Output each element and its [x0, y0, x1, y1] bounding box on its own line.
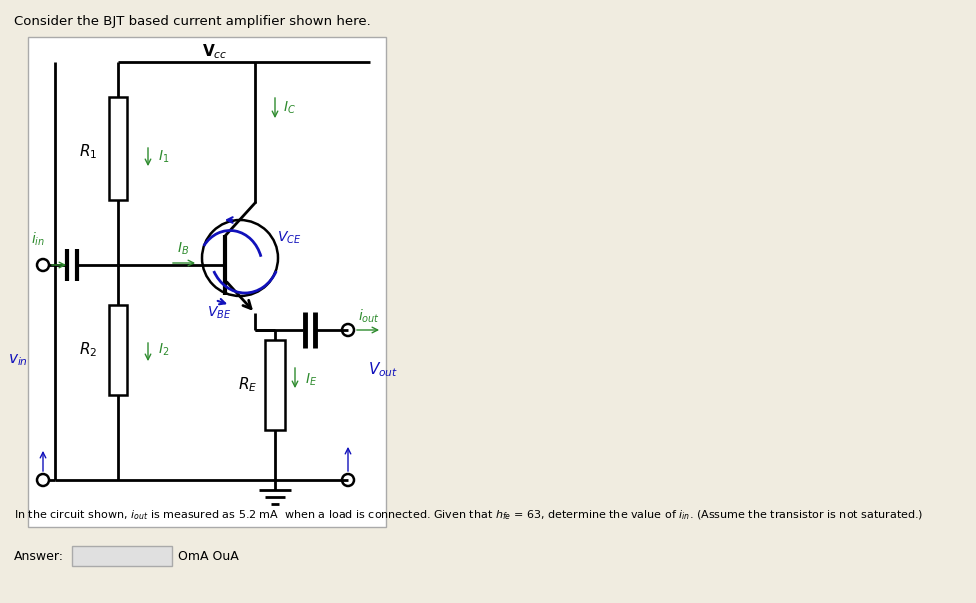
Text: $I_1$: $I_1$ — [158, 149, 170, 165]
Bar — [265, 340, 285, 430]
Text: $v_{in}$: $v_{in}$ — [8, 352, 28, 368]
Text: $R_2$: $R_2$ — [79, 341, 98, 359]
Bar — [72, 546, 172, 566]
Bar — [109, 97, 127, 200]
Text: $R_E$: $R_E$ — [238, 376, 258, 394]
Bar — [109, 305, 127, 395]
Text: $i_{in}$: $i_{in}$ — [31, 230, 45, 248]
Text: $\mathbf{V}_{cc}$: $\mathbf{V}_{cc}$ — [202, 43, 227, 62]
Text: OmA OuA: OmA OuA — [178, 549, 239, 563]
Text: $I_B$: $I_B$ — [177, 241, 189, 257]
Text: In the circuit shown, $i_{out}$ is measured as 5.2 mA  when a load is connected.: In the circuit shown, $i_{out}$ is measu… — [14, 508, 923, 522]
Text: $V_{out}$: $V_{out}$ — [368, 361, 398, 379]
Text: $I_C$: $I_C$ — [283, 100, 296, 116]
Text: $I_2$: $I_2$ — [158, 342, 169, 358]
Text: Consider the BJT based current amplifier shown here.: Consider the BJT based current amplifier… — [14, 16, 371, 28]
Text: $V_{BE}$: $V_{BE}$ — [207, 305, 231, 321]
Text: $V_{CE}$: $V_{CE}$ — [277, 230, 302, 246]
Bar — [28, 37, 386, 527]
Text: $I_E$: $I_E$ — [305, 372, 317, 388]
Text: $R_1$: $R_1$ — [79, 143, 98, 162]
Text: $i_{out}$: $i_{out}$ — [358, 308, 380, 324]
Text: Answer:: Answer: — [14, 549, 64, 563]
